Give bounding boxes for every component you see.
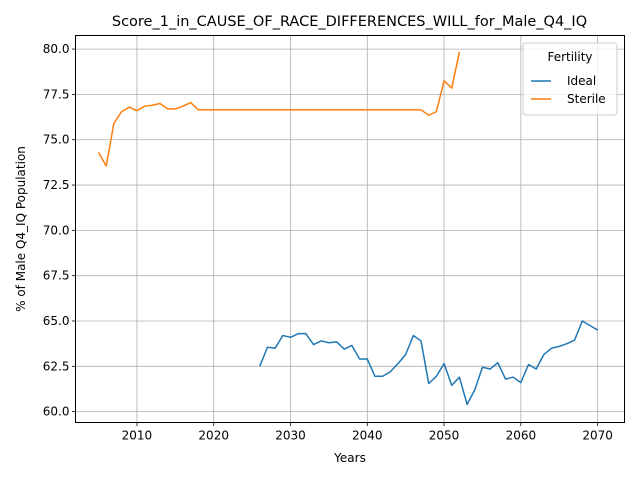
x-tick-label: 2040 — [352, 429, 383, 443]
y-tick-label: 60.0 — [43, 405, 70, 419]
x-tick-label: 2070 — [582, 429, 613, 443]
legend-entry-ideal: Ideal — [567, 74, 596, 88]
axes: 2010 2020 2030 2040 2050 2060 2070 60.0 62.5 65.0… — [43, 42, 613, 442]
grid — [75, 35, 625, 423]
legend-title: Fertility — [547, 50, 592, 64]
y-tick-label: 75.0 — [43, 133, 70, 147]
x-tick-label: 2030 — [275, 429, 306, 443]
y-tick-label: 65.0 — [43, 314, 70, 328]
x-tick-label: 2010 — [122, 429, 153, 443]
series-line-ideal — [259, 320, 599, 406]
chart-title: Score_1_in_CAUSE_OF_RACE_DIFFERENCES_WIL… — [112, 14, 587, 30]
legend: Fertility Ideal Sterile — [522, 42, 618, 116]
x-tick-label: 2050 — [429, 429, 460, 443]
plot-frame — [75, 35, 625, 423]
y-tick-label: 70.0 — [43, 223, 70, 237]
legend-entry-sterile: Sterile — [567, 92, 606, 106]
y-tick-label: 80.0 — [43, 42, 70, 56]
y-tick-label: 77.5 — [43, 87, 70, 101]
series-lines — [97, 51, 599, 406]
y-tick-label: 67.5 — [43, 269, 70, 283]
y-axis-label: % of Male Q4_IQ Population — [14, 146, 28, 312]
y-tick-label: 62.5 — [43, 359, 70, 373]
x-tick-label: 2060 — [506, 429, 537, 443]
legend-box — [522, 42, 618, 116]
x-tick-label: 2020 — [198, 429, 229, 443]
y-tick-label: 72.5 — [43, 178, 70, 192]
x-axis-label: Years — [333, 451, 366, 465]
series-line-sterile — [97, 51, 461, 167]
